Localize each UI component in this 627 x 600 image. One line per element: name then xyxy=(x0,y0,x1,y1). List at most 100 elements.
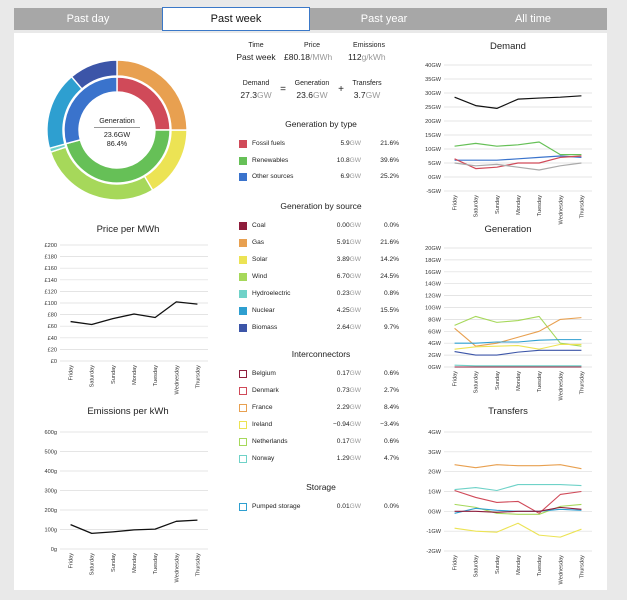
color-swatch xyxy=(239,438,247,446)
x-tick-label: Wednesday xyxy=(558,555,564,585)
series-line xyxy=(454,522,582,538)
y-tick-label: £40 xyxy=(48,336,57,342)
color-swatch xyxy=(239,421,247,429)
row-unit: GW xyxy=(349,370,361,377)
demand-unit: GW xyxy=(256,90,272,100)
price-value-group: £80.18/MWh xyxy=(284,52,354,62)
emissions-chart: 0g 100g 200g 300g 400g 500g 600g Friday Saturday… xyxy=(45,430,208,583)
period-tabs: Past day Past week Past year All time xyxy=(14,7,607,31)
series-line xyxy=(454,162,582,171)
y-tick-label: 16GW xyxy=(425,270,442,276)
x-tick-label: Thursday xyxy=(579,555,585,579)
y-tick-label: 600g xyxy=(45,430,57,436)
x-tick-label: Saturday xyxy=(474,371,480,394)
row-name: Denmark xyxy=(252,387,279,394)
generation-chart: 0GW 2GW 4GW 6GW 8GW 10GW 12GW 14GW 16GW 18GW 20GW F… xyxy=(425,246,592,401)
row-name: Solar xyxy=(252,256,268,263)
generation-donut xyxy=(46,59,188,201)
generation-value: 23.6 xyxy=(296,90,313,100)
x-tick-label: Saturday xyxy=(90,553,96,576)
row-percent: 0.0% xyxy=(383,503,399,510)
row-unit: GW xyxy=(349,273,361,280)
y-tick-label: 30GW xyxy=(425,91,442,97)
y-tick-label: £180 xyxy=(45,255,57,261)
price-chart-title: Price per MWh xyxy=(96,224,160,235)
legend-row: Solar 3.89GW 14.2% xyxy=(239,255,399,265)
row-name: Norway xyxy=(252,455,275,462)
y-tick-label: 10GW xyxy=(425,147,442,153)
dashboard-panel: Generation 23.6GW 86.4% Time Past week P… xyxy=(14,33,607,590)
row-value: 0.73 xyxy=(336,387,350,394)
legend-row: Gas 5.91GW 21.6% xyxy=(239,238,399,248)
x-tick-label: Friday xyxy=(69,553,75,569)
legend-row: Ireland −0.94GW −3.4% xyxy=(239,420,399,430)
transfers-unit: GW xyxy=(365,90,381,100)
series-line xyxy=(454,489,582,514)
tab-all-time[interactable]: All time xyxy=(514,13,552,25)
series-line xyxy=(454,317,582,347)
y-tick-label: 10GW xyxy=(425,306,442,312)
x-tick-label: Wednesday xyxy=(174,553,180,583)
row-name: Ireland xyxy=(252,421,273,428)
transfers-chart: -2GW -1GW 0GW 1GW 2GW 3GW 4GW Friday Saturday Sun… xyxy=(426,430,592,585)
y-tick-label: 200g xyxy=(45,508,57,514)
row-value-group: 0.17GW xyxy=(337,370,361,377)
x-tick-label: Wednesday xyxy=(558,195,564,225)
transfers-chart-title: Transfers xyxy=(488,406,528,417)
x-tick-label: Friday xyxy=(453,555,459,571)
demand-value-group: 27.3GW xyxy=(234,90,278,100)
row-value: 5.91 xyxy=(336,239,350,246)
row-percent: 25.2% xyxy=(380,173,399,180)
row-unit: GW xyxy=(349,290,361,297)
row-value-group: 5.91GW xyxy=(337,239,361,246)
legend-row: Denmark 0.73GW 2.7% xyxy=(239,386,399,396)
row-value-group: 2.29GW xyxy=(337,404,361,411)
tab-past-week[interactable]: Past week xyxy=(162,7,310,31)
row-unit: GW xyxy=(349,173,361,180)
demand-chart: -5GW 0GW 5GW 10GW 15GW 20GW 25GW 30GW 35GW 40GW Fr… xyxy=(425,63,592,225)
row-value: 6.70 xyxy=(336,273,350,280)
row-value: 0.00 xyxy=(336,222,350,229)
donut-center-value: 23.6GW xyxy=(103,130,131,139)
y-tick-label: £80 xyxy=(48,313,57,319)
row-unit: GW xyxy=(349,156,361,164)
tab-past-day[interactable]: Past day xyxy=(66,13,110,25)
color-swatch xyxy=(239,455,247,463)
row-percent: 4.7% xyxy=(383,455,399,462)
donut-outer-segment xyxy=(70,59,118,90)
color-swatch xyxy=(239,503,247,511)
row-value: 10.8 xyxy=(336,156,350,164)
y-tick-label: -1GW xyxy=(426,529,441,535)
y-tick-label: 14GW xyxy=(425,282,442,288)
row-value-group: 2.64GW xyxy=(337,324,361,331)
x-tick-label: Thursday xyxy=(195,553,201,577)
row-percent: 2.7% xyxy=(383,387,399,394)
y-tick-label: 500g xyxy=(45,450,57,456)
row-name: Hydroelectric xyxy=(252,290,291,297)
x-tick-label: Sunday xyxy=(495,371,501,390)
row-unit: GW xyxy=(349,239,361,246)
emissions-value-group: 112g/kWh xyxy=(348,52,408,62)
legend-row: Biomass 2.64GW 9.7% xyxy=(239,323,399,333)
x-tick-label: Sunday xyxy=(111,365,117,384)
legend-row: Hydroelectric 0.23GW 0.8% xyxy=(239,289,399,299)
color-swatch xyxy=(239,239,247,247)
row-percent: 0.0% xyxy=(383,222,399,229)
row-value: 5.9 xyxy=(340,140,350,147)
time-value: Past week xyxy=(236,52,276,62)
legend-row: Fossil fuels 5.9GW 21.6% xyxy=(239,139,399,149)
emissions-unit: g/kWh xyxy=(361,52,386,62)
emissions-header: Emissions xyxy=(353,42,385,49)
generation-unit: GW xyxy=(312,90,328,100)
row-value-group: 0.00GW xyxy=(337,222,361,229)
row-value: 2.64 xyxy=(336,324,350,331)
row-percent: −3.4% xyxy=(380,421,399,428)
tab-past-year[interactable]: Past year xyxy=(360,13,408,25)
row-value-group: 3.89GW xyxy=(337,256,361,263)
row-value-group: −0.94GW xyxy=(333,421,361,428)
donut-center-percent: 86.4% xyxy=(106,139,128,148)
row-value: 0.17 xyxy=(336,370,350,377)
x-tick-label: Wednesday xyxy=(558,371,564,401)
row-value: 0.01 xyxy=(336,503,350,510)
series-line xyxy=(454,155,582,170)
